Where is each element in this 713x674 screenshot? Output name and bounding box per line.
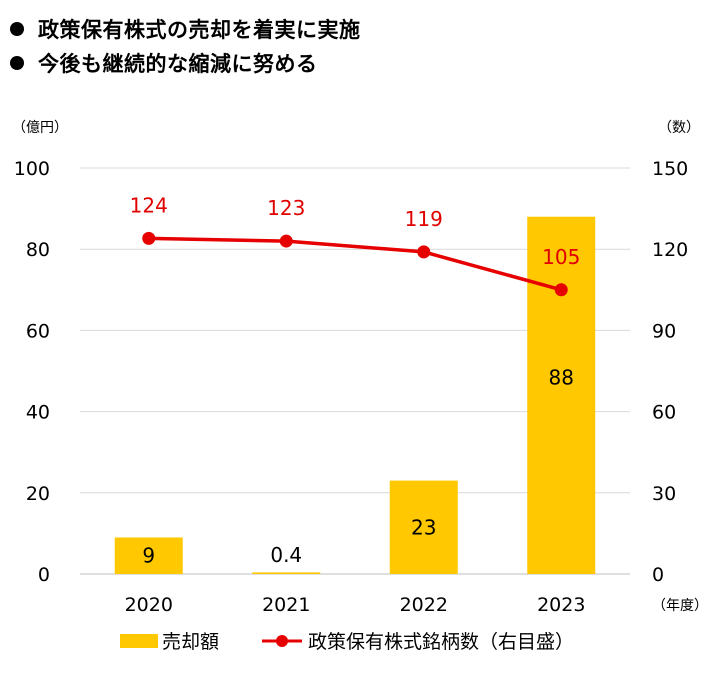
legend-bar-swatch <box>120 634 158 648</box>
line-point <box>554 283 568 297</box>
headline-text: 今後も継続的な縮減に努める <box>38 52 318 76</box>
line-data-label: 105 <box>542 245 580 269</box>
headline-item: 今後も継続的な縮減に努める <box>10 46 361 80</box>
left-tick-label: 20 <box>26 483 50 505</box>
right-tick-label: 90 <box>652 320 676 342</box>
line-point <box>417 245 431 259</box>
bar-data-label: 0.4 <box>270 543 302 567</box>
x-tick-label: 2023 <box>537 594 585 616</box>
bullet-icon <box>10 22 24 36</box>
bar-data-label: 23 <box>411 515 436 539</box>
legend-bar-label: 売却額 <box>162 631 219 653</box>
bar <box>527 216 596 574</box>
right-tick-label: 120 <box>652 239 688 261</box>
left-tick-label: 60 <box>26 320 50 342</box>
line-data-label: 119 <box>405 207 443 231</box>
left-axis-unit: （億円） <box>12 120 68 136</box>
left-tick-label: 40 <box>26 402 50 424</box>
x-axis-unit: （年度） <box>652 598 708 614</box>
legend: 売却額 政策保有株式銘柄数（右目盛） <box>120 631 574 653</box>
bar-data-label: 88 <box>549 365 574 389</box>
x-tick-label: 2022 <box>400 594 448 616</box>
headline-bullets: 政策保有株式の売却を着実に実施 今後も継続的な縮減に努める <box>10 12 361 80</box>
bar-series <box>114 216 596 574</box>
right-tick-label: 0 <box>652 564 664 586</box>
headline-text: 政策保有株式の売却を着実に実施 <box>38 18 361 42</box>
bar-data-label: 9 <box>142 544 155 568</box>
right-axis-unit: （数） <box>658 120 700 136</box>
right-tick-label: 60 <box>652 402 676 424</box>
line-series <box>142 231 568 297</box>
line-data-label: 123 <box>267 196 305 220</box>
bar <box>114 537 183 574</box>
axes: 0 0 20 30 40 60 60 90 80 120 100 150 2020 2021 2022 202… <box>14 158 689 616</box>
right-tick-label: 30 <box>652 483 676 505</box>
bullet-icon <box>10 56 24 70</box>
line-point <box>142 231 156 245</box>
x-tick-label: 2020 <box>125 594 173 616</box>
left-tick-label: 0 <box>38 564 50 586</box>
x-tick-label: 2021 <box>262 594 310 616</box>
line-data-label: 124 <box>130 193 168 217</box>
line-point <box>279 234 293 248</box>
legend-line-marker <box>276 635 288 647</box>
line-path <box>148 236 562 292</box>
bar <box>389 480 458 574</box>
right-tick-label: 150 <box>652 158 688 180</box>
bar <box>252 572 321 574</box>
data-labels: 9 0.4 23 88 124 123 119 105 <box>130 193 581 567</box>
legend-line-label: 政策保有株式銘柄数（右目盛） <box>308 631 574 653</box>
left-tick-label: 80 <box>26 239 50 261</box>
headline-item: 政策保有株式の売却を着実に実施 <box>10 12 361 46</box>
left-tick-label: 100 <box>14 158 50 180</box>
